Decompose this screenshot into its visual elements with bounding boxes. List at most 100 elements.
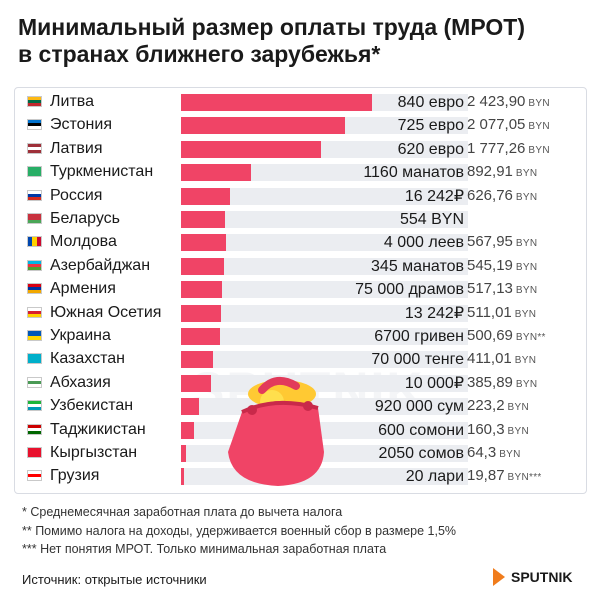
byn-value-label: 1 777,26 BYN: [467, 137, 550, 160]
chart-title: Минимальный размер оплаты труда (МРОТ) в…: [18, 14, 588, 68]
country-label: Армения: [50, 280, 116, 298]
bar: [181, 374, 212, 392]
local-value-label: 20 лари: [405, 468, 464, 486]
byn-currency: BYN: [499, 449, 521, 460]
bar-track: 1160 манатов: [181, 164, 468, 182]
byn-value-label: 500,69 BYN**: [467, 324, 546, 347]
bar: [181, 398, 199, 416]
chart-row: Казахстан 70 000 тенге 411,01 BYN: [15, 347, 586, 370]
country-label: Туркменистан: [50, 163, 154, 181]
bar: [181, 328, 221, 345]
chart-row: Туркменистан 1160 манатов 892,91 BYN: [15, 160, 586, 183]
flag-icon: [27, 283, 42, 295]
byn-value: 545,19: [467, 256, 513, 274]
bar-track: 554 BYN: [181, 211, 468, 228]
footnote-2: ** Помимо налога на доходы, удерживается…: [22, 523, 457, 538]
country-label: Таджикистан: [50, 420, 146, 438]
country-label: Кыргызстан: [50, 444, 138, 461]
byn-value: 1 777,26: [467, 139, 526, 157]
byn-currency: BYN: [515, 238, 538, 250]
byn-currency: BYN**: [515, 332, 546, 343]
byn-value-label: 511,01 BYN: [467, 301, 536, 324]
local-value-label: 345 манатов: [371, 257, 464, 275]
byn-currency: BYN: [515, 261, 538, 273]
byn-value-label: 385,89 BYN: [467, 371, 537, 394]
local-value-label: 4 000 леев: [383, 234, 464, 252]
country-label: Южная Осетия: [50, 303, 162, 321]
bar: [181, 140, 322, 158]
byn-currency: BYN: [515, 378, 538, 390]
byn-currency: BYN: [514, 355, 537, 367]
country-label: Украина: [50, 327, 111, 344]
bar-track: 6700 гривен: [181, 328, 468, 345]
byn-value: 223,2: [467, 397, 505, 415]
sputnik-logo-text: SPUTNIK: [511, 569, 573, 585]
footnote-1: * Среднемесячная заработная плата до выч…: [22, 505, 343, 519]
bar-track: 70 000 тенге: [181, 351, 468, 369]
flag-icon: [27, 423, 42, 435]
byn-value-label: 892,91 BYN: [467, 160, 537, 183]
byn-value-label: 517,13 BYN: [467, 277, 537, 300]
bar: [181, 304, 222, 322]
bar-track: 13 242₽: [181, 304, 468, 322]
bar-track: 345 манатов: [181, 257, 468, 275]
flag-icon: [27, 96, 42, 107]
bar-track: 16 242₽: [181, 187, 468, 205]
country-label: Грузия: [50, 467, 100, 485]
bar: [181, 187, 231, 205]
bar: [181, 351, 214, 369]
byn-value: 500,69: [467, 327, 513, 344]
local-value-label: 620 евро: [397, 140, 464, 158]
byn-currency: BYN***: [507, 472, 542, 484]
flag-icon: [27, 142, 42, 154]
flag-icon: [27, 306, 42, 318]
flag-icon: [27, 213, 42, 224]
byn-value: 626,76: [467, 186, 513, 204]
chart-row: Узбекистан 920 000 сум 223,2 BYN: [15, 394, 586, 417]
byn-currency: BYN: [528, 98, 550, 109]
bar: [181, 445, 187, 462]
flag-icon: [27, 330, 42, 341]
byn-value: 160,3: [467, 420, 505, 438]
byn-value-label: 19,87 BYN***: [467, 464, 542, 487]
byn-currency: BYN: [528, 121, 550, 133]
local-value-label: 920 000 сум: [374, 398, 464, 416]
local-value-label: 1160 манатов: [363, 164, 464, 182]
byn-value: 411,01: [467, 350, 512, 368]
byn-value: 2 077,05: [467, 116, 526, 134]
flag-icon: [27, 447, 42, 458]
flag-icon: [27, 353, 42, 365]
flag-icon: [27, 119, 42, 131]
byn-value-label: 160,3 BYN: [467, 418, 529, 441]
chart-row: Литва 840 евро 2 423,90 BYN: [15, 90, 586, 113]
bar: [181, 234, 226, 252]
local-value-label: 13 242₽: [404, 304, 464, 322]
local-value-label: 840 евро: [397, 94, 464, 111]
country-label: Азербайджан: [50, 256, 151, 274]
bar: [181, 94, 372, 111]
bar: [181, 281, 222, 299]
sputnik-logo-icon: [493, 568, 505, 586]
chart-row: Южная Осетия 13 242₽ 511,01 BYN: [15, 301, 586, 324]
byn-value: 517,13: [467, 280, 513, 298]
chart-row: Латвия 620 евро 1 777,26 BYN: [15, 137, 586, 160]
byn-value-label: 64,3 BYN: [467, 441, 521, 464]
chart-row: Азербайджан 345 манатов 545,19 BYN: [15, 254, 586, 277]
flag-icon: [27, 470, 42, 482]
byn-value: 2 423,90: [467, 93, 526, 110]
byn-value: 511,01: [467, 303, 512, 321]
local-value-label: 725 евро: [397, 117, 464, 135]
country-label: Абхазия: [50, 373, 111, 391]
chart-row: Армения 75 000 драмов 517,13 BYN: [15, 277, 586, 300]
byn-currency: BYN: [515, 285, 538, 297]
bar: [181, 257, 224, 275]
chart-title-line2: в странах ближнего зарубежья*: [18, 41, 381, 67]
bar: [181, 164, 252, 182]
local-value-label: 75 000 драмов: [355, 281, 464, 299]
byn-currency: BYN: [514, 308, 537, 320]
flag-icon: [27, 236, 42, 248]
bar-track: 725 евро: [181, 117, 468, 135]
bar: [181, 468, 184, 486]
chart-title-line1: Минимальный размер оплаты труда (МРОТ): [18, 14, 525, 40]
